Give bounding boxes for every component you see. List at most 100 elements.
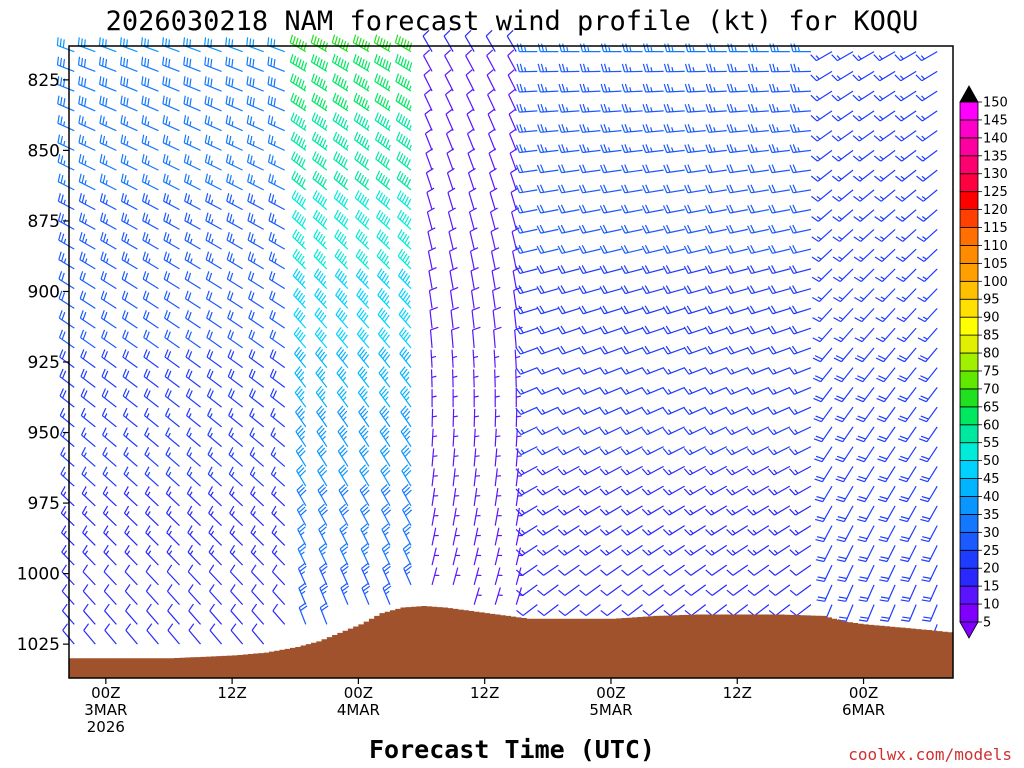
wind-barb bbox=[185, 329, 201, 349]
colorbar-segment bbox=[959, 298, 979, 318]
wind-barb bbox=[166, 525, 180, 546]
wind-barb bbox=[249, 446, 265, 467]
wind-barb bbox=[204, 134, 222, 151]
wind-barb bbox=[515, 184, 538, 194]
wind-barb bbox=[895, 169, 917, 182]
wind-barb bbox=[355, 229, 370, 250]
wind-barb bbox=[229, 525, 244, 546]
wind-barb bbox=[748, 63, 769, 73]
wind-barb bbox=[642, 184, 664, 194]
wind-barb bbox=[857, 525, 875, 543]
wind-barb bbox=[488, 148, 497, 171]
wind-barb bbox=[227, 388, 244, 408]
wind-barb bbox=[78, 173, 96, 191]
wind-barb bbox=[248, 329, 265, 349]
wind-barb bbox=[621, 63, 643, 73]
wind-barb bbox=[894, 110, 917, 122]
wind-barb bbox=[877, 466, 896, 483]
wind-barb bbox=[166, 584, 180, 606]
wind-barb bbox=[642, 164, 664, 174]
wind-barb bbox=[465, 49, 475, 72]
wind-barb bbox=[124, 584, 138, 606]
wind-barb bbox=[853, 268, 875, 283]
wind-barb bbox=[57, 115, 75, 132]
wind-barb bbox=[464, 29, 475, 52]
wind-barb bbox=[452, 428, 459, 447]
y-tick-label: 900 bbox=[28, 282, 60, 302]
wind-barb bbox=[920, 545, 938, 563]
wind-barb bbox=[377, 307, 391, 329]
wind-barb bbox=[402, 543, 412, 566]
wind-barb bbox=[333, 190, 349, 211]
wind-barbs-layer bbox=[56, 29, 938, 645]
wind-barb bbox=[208, 564, 223, 586]
wind-barb bbox=[641, 446, 664, 456]
wind-barb bbox=[226, 193, 243, 211]
wind-barb bbox=[620, 265, 643, 275]
wind-barb bbox=[183, 56, 201, 72]
colorbar-label: 125 bbox=[983, 185, 1008, 200]
wind-barb bbox=[58, 232, 75, 250]
wind-barb bbox=[536, 446, 559, 456]
wind-barb bbox=[621, 103, 643, 113]
wind-barb bbox=[162, 56, 180, 72]
wind-barb bbox=[725, 305, 748, 315]
wind-barb bbox=[831, 70, 854, 82]
colorbar-label: 150 bbox=[983, 96, 1008, 111]
wind-barb bbox=[316, 444, 328, 467]
colorbar-label: 80 bbox=[983, 347, 1000, 362]
wind-barb bbox=[515, 527, 523, 546]
wind-barb bbox=[898, 446, 917, 463]
wind-barb bbox=[746, 265, 769, 275]
wind-barb bbox=[357, 366, 370, 388]
wind-barb bbox=[246, 115, 264, 132]
wind-barb bbox=[620, 386, 643, 395]
wind-barb bbox=[99, 115, 117, 132]
wind-barb bbox=[557, 525, 580, 536]
wind-barb bbox=[163, 251, 180, 270]
wind-barb bbox=[579, 103, 601, 113]
wind-barb bbox=[683, 224, 706, 234]
wind-barb bbox=[82, 525, 96, 546]
wind-barb bbox=[251, 623, 265, 645]
wind-barb bbox=[184, 232, 201, 250]
wind-barb bbox=[490, 247, 500, 270]
wind-barb bbox=[515, 448, 522, 467]
wind-barb bbox=[515, 525, 538, 536]
wind-barb bbox=[684, 184, 706, 194]
wind-barb bbox=[313, 229, 328, 250]
wind-barb bbox=[873, 130, 896, 142]
wind-barb bbox=[225, 76, 243, 92]
wind-barb bbox=[78, 95, 96, 112]
wind-barb bbox=[166, 564, 180, 586]
wind-barb bbox=[56, 37, 75, 53]
wind-barb bbox=[662, 367, 685, 375]
wind-barb bbox=[515, 345, 538, 355]
wind-barb bbox=[516, 83, 538, 93]
wind-barb bbox=[578, 525, 601, 536]
wind-barb bbox=[788, 305, 812, 315]
wind-barb bbox=[290, 131, 307, 151]
wind-barb bbox=[267, 134, 285, 151]
wind-barb bbox=[557, 544, 580, 556]
wind-barb bbox=[600, 83, 622, 93]
wind-barb bbox=[917, 347, 938, 363]
wind-barb bbox=[165, 486, 180, 507]
wind-barb bbox=[209, 584, 223, 606]
wind-barb bbox=[767, 325, 791, 335]
wind-barb bbox=[472, 326, 481, 348]
wind-barb bbox=[337, 405, 349, 428]
wind-barb bbox=[494, 448, 501, 467]
wind-barb bbox=[789, 144, 811, 154]
colorbar-label: 40 bbox=[983, 490, 1000, 505]
wind-barb bbox=[143, 388, 159, 408]
wind-barb bbox=[876, 426, 896, 443]
wind-barb bbox=[141, 173, 159, 191]
wind-barb bbox=[599, 544, 622, 556]
wind-barb bbox=[57, 212, 75, 230]
wind-barb bbox=[789, 124, 811, 133]
wind-barb bbox=[600, 103, 622, 113]
wind-barb bbox=[297, 523, 307, 546]
wind-barb bbox=[102, 446, 117, 467]
wind-barb bbox=[247, 212, 264, 230]
